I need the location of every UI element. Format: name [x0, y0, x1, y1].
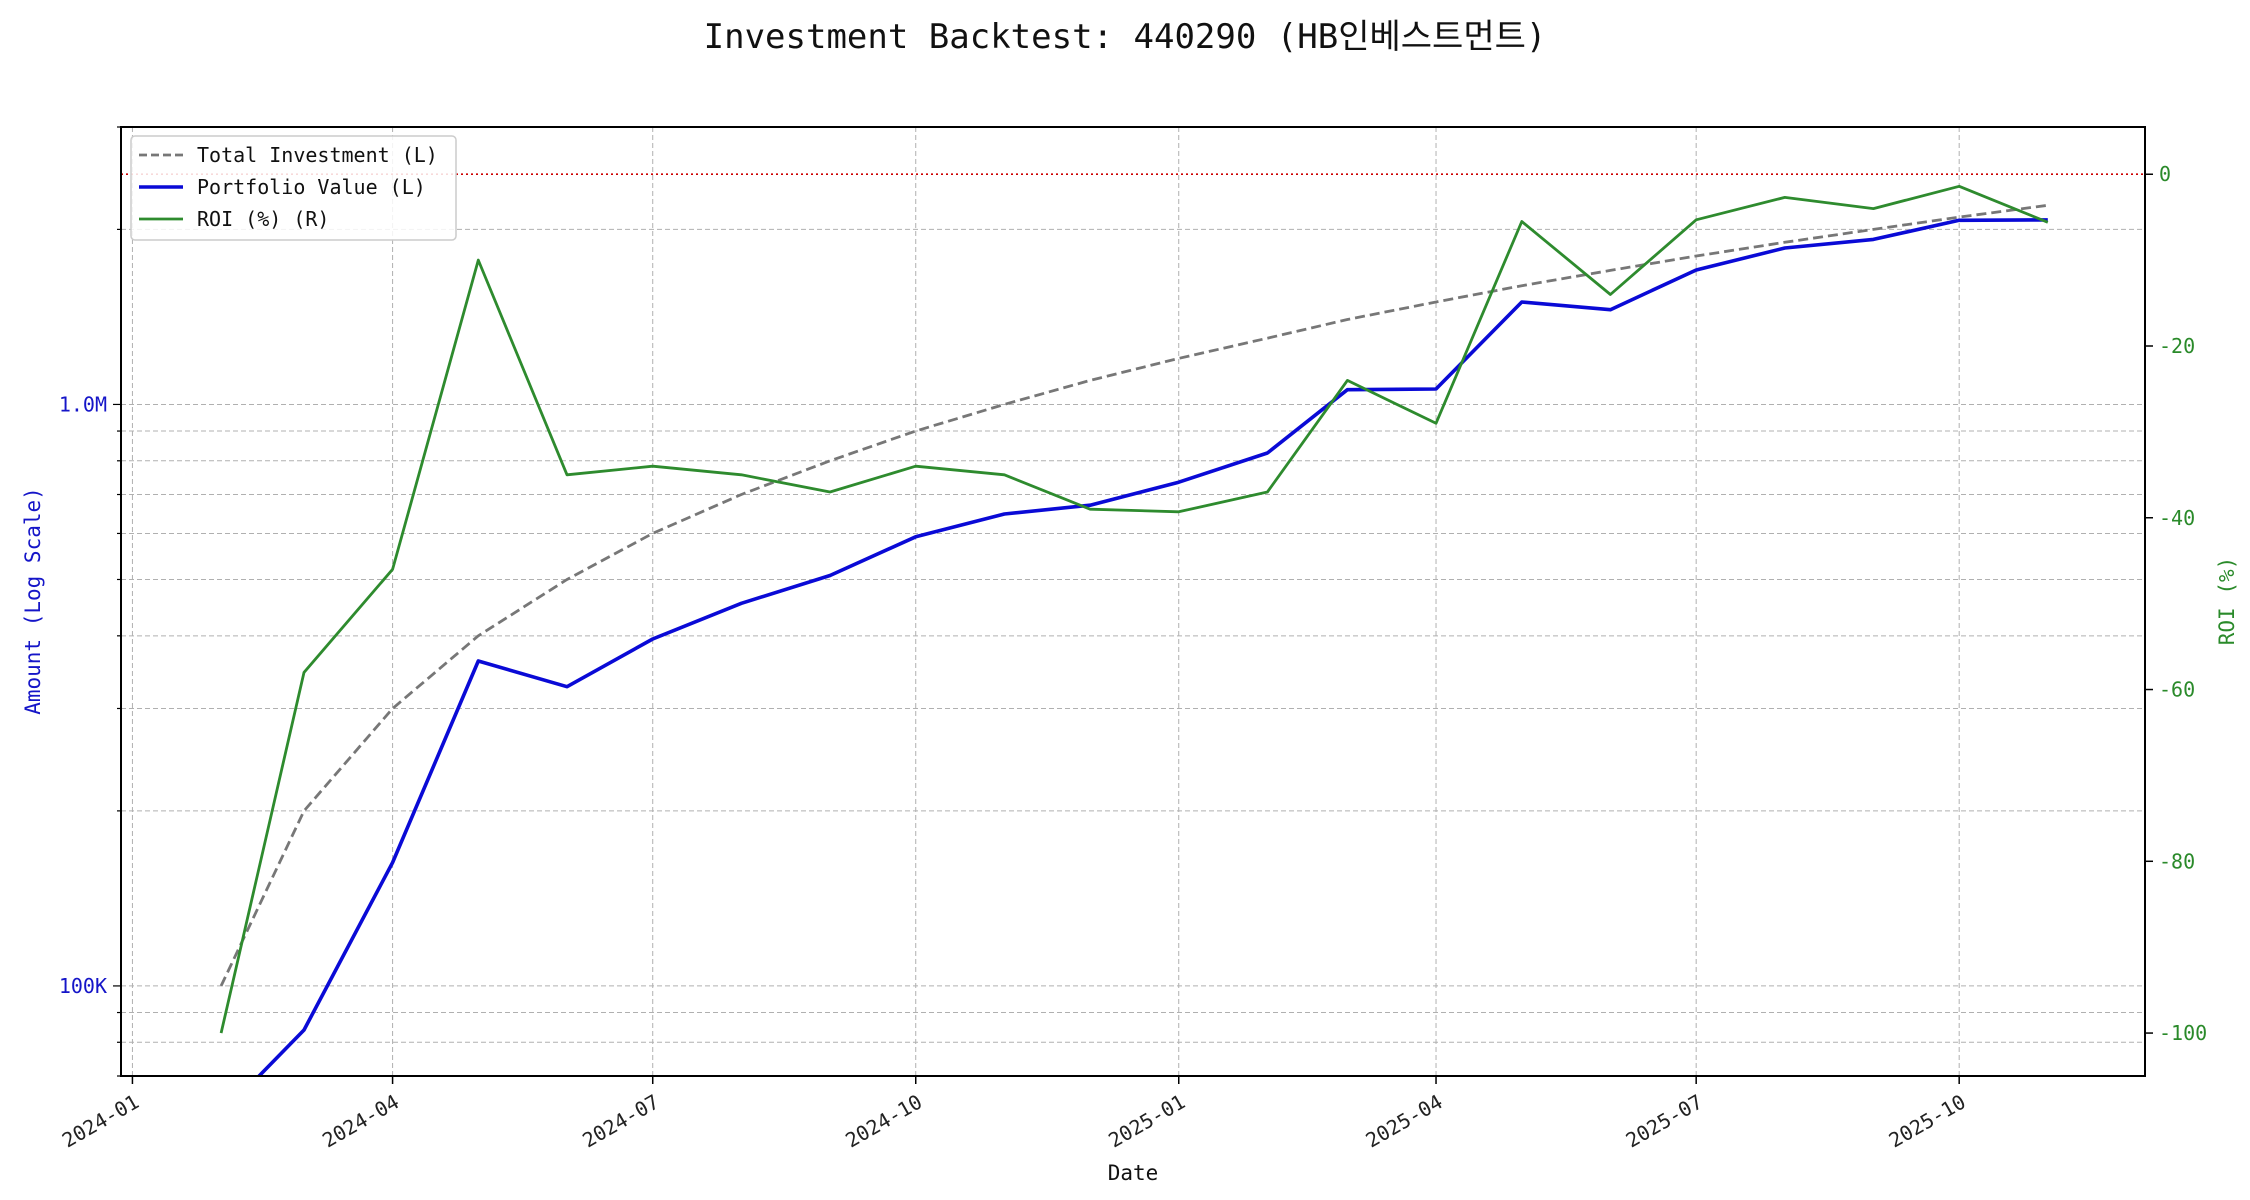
x-tick-label: 2024-07 [578, 1090, 663, 1153]
legend-label-0: Total Investment (L) [197, 143, 438, 167]
x-tick-label: 2024-10 [841, 1090, 926, 1153]
y-axis-left-label: Amount (Log Scale) [21, 487, 45, 715]
plot-frame [120, 126, 2146, 1077]
chart-title: Investment Backtest: 440290 (HB인베스트먼트) [704, 17, 1547, 57]
series-layer [219, 184, 2049, 1076]
x-axis-label: Date [1108, 1161, 1159, 1185]
y-right-tick-label: -60 [2159, 678, 2195, 702]
y-right-tick-label: -100 [2159, 1021, 2207, 1045]
series-line-1 [256, 218, 2048, 1076]
y-right-tick-label: -80 [2159, 849, 2195, 873]
y-left-tick-label: 100K [59, 974, 107, 998]
x-axis: 2024-01 2024-04 2024-07 2024-10 2025-01 2025-… [58, 1076, 1970, 1152]
grid-layer [121, 126, 2145, 1077]
x-tick-label: 2025-01 [1104, 1090, 1189, 1153]
legend-label-2: ROI (%) (R) [197, 207, 329, 231]
y-right-tick-label: 0 [2159, 162, 2171, 186]
x-tick-label: 2025-07 [1622, 1090, 1707, 1153]
legend-box [130, 135, 457, 241]
y-axis-right: 0 -20 -40 -60 -80 -100 [2145, 162, 2207, 1045]
series-line-0 [219, 203, 2048, 987]
y-left-tick-label: 1.0M [59, 392, 107, 416]
x-tick-label: 2024-04 [318, 1090, 403, 1153]
x-tick-label: 2024-01 [58, 1090, 143, 1153]
x-tick-label: 2025-10 [1885, 1090, 1970, 1153]
x-tick-label: 2025-04 [1362, 1090, 1447, 1153]
series-line-2 [219, 184, 2049, 1034]
y-right-tick-label: -40 [2159, 506, 2195, 530]
legend: Total Investment (L) Portfolio Value (L) R… [130, 135, 457, 241]
legend-label-1: Portfolio Value (L) [197, 175, 426, 199]
y-right-tick-label: -20 [2159, 334, 2195, 358]
y-axis-right-label: ROI (%) [2215, 557, 2239, 646]
y-axis-left: 100K 1.0M [59, 126, 121, 1077]
